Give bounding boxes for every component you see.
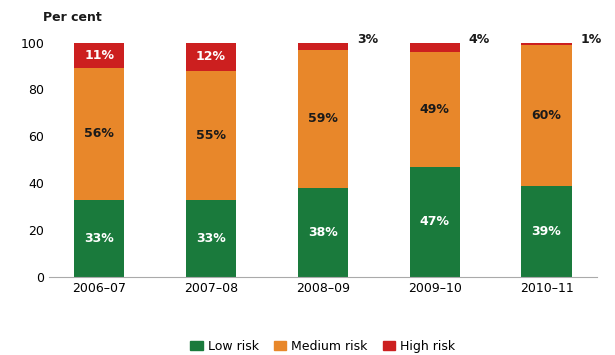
Text: Per cent: Per cent <box>43 11 102 24</box>
Bar <box>522 45 572 186</box>
Text: 59%: 59% <box>308 112 338 125</box>
Text: 33%: 33% <box>84 232 114 245</box>
Text: 1%: 1% <box>581 33 602 45</box>
Text: 33%: 33% <box>196 232 226 245</box>
Text: 4%: 4% <box>469 33 490 45</box>
Bar <box>522 186 572 277</box>
Text: 39%: 39% <box>531 225 561 238</box>
Bar <box>298 43 348 50</box>
Bar <box>298 50 348 188</box>
Bar <box>410 167 460 277</box>
Text: 38%: 38% <box>308 226 338 239</box>
Text: 11%: 11% <box>84 49 114 62</box>
Bar <box>410 43 460 52</box>
Bar <box>186 71 236 200</box>
Bar <box>186 200 236 277</box>
Bar <box>74 200 124 277</box>
Text: 60%: 60% <box>531 109 561 122</box>
Bar <box>74 69 124 200</box>
Text: 47%: 47% <box>419 215 450 228</box>
Text: 56%: 56% <box>84 127 114 141</box>
Text: 3%: 3% <box>357 33 378 45</box>
Text: 49%: 49% <box>420 103 450 116</box>
Bar <box>74 43 124 69</box>
Bar <box>410 52 460 167</box>
Legend: Low risk, Medium risk, High risk: Low risk, Medium risk, High risk <box>185 335 461 355</box>
Text: 12%: 12% <box>196 50 226 63</box>
Bar <box>522 43 572 45</box>
Text: 55%: 55% <box>196 129 226 142</box>
Bar <box>298 188 348 277</box>
Bar <box>186 43 236 71</box>
